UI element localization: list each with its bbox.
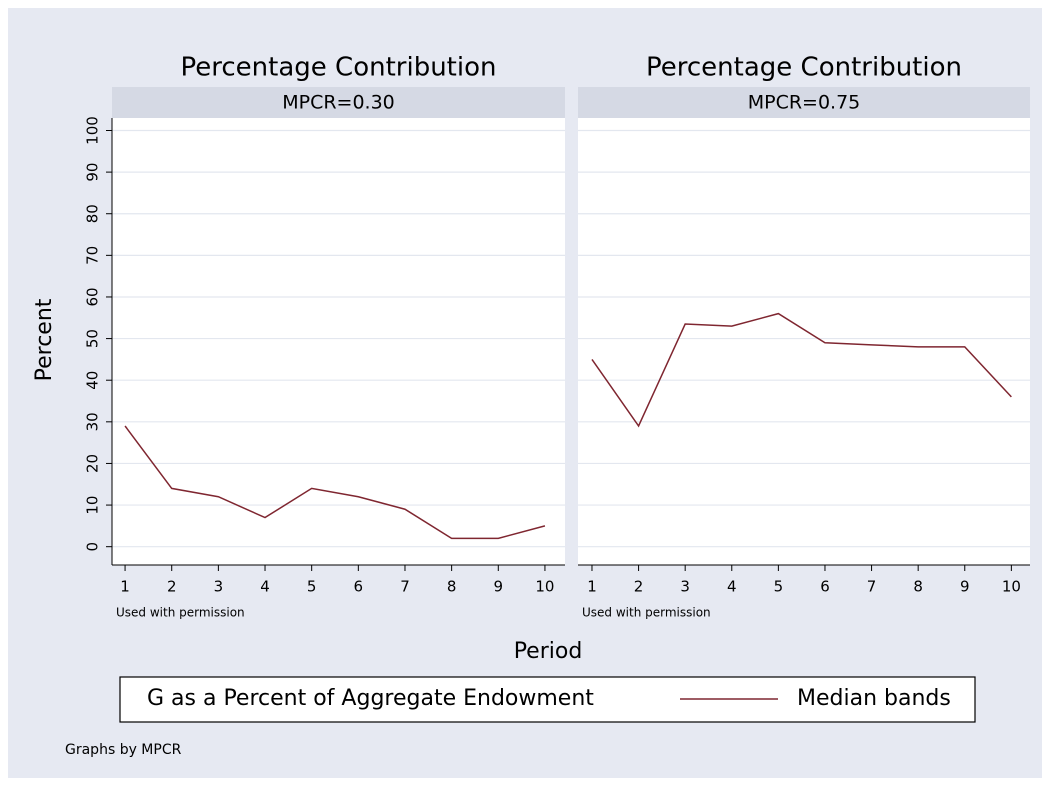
y-tick-label: 60 — [84, 287, 102, 306]
footnote: Graphs by MPCR — [65, 742, 182, 758]
y-tick-label: 0 — [84, 542, 102, 552]
y-tick-label: 90 — [84, 163, 102, 182]
y-tick-label: 40 — [84, 371, 102, 390]
panel-title: Percentage Contribution — [181, 53, 497, 83]
line-series — [124, 425, 546, 540]
panel-subtitle: MPCR=0.30 — [282, 92, 395, 114]
panel-header — [578, 87, 1030, 118]
y-axis-label: Percent — [32, 298, 57, 381]
y-tick-label: 20 — [84, 454, 102, 473]
x-tick-label: 8 — [447, 578, 457, 596]
y-tick-label: 80 — [84, 204, 102, 223]
x-tick-label: 9 — [494, 578, 504, 596]
y-tick-label: 30 — [84, 412, 102, 431]
legend-label: Median bands — [797, 686, 951, 711]
y-tick-label: 100 — [84, 116, 102, 145]
panel-note: Used with permission — [116, 606, 245, 620]
y-tick-label: 50 — [84, 329, 102, 348]
x-tick-label: 1 — [120, 578, 130, 596]
legend-title: G as a Percent of Aggregate Endowment — [147, 686, 594, 711]
legend-box — [119, 676, 976, 723]
x-tick-label: 10 — [1002, 578, 1021, 596]
x-tick-label: 8 — [913, 578, 923, 596]
x-tick-label: 7 — [400, 578, 410, 596]
x-tick-label: 5 — [774, 578, 784, 596]
x-tick-label: 7 — [867, 578, 877, 596]
x-tick-label: 2 — [634, 578, 644, 596]
x-tick-label: 4 — [260, 578, 270, 596]
line-series — [591, 312, 1012, 428]
x-tick-label: 5 — [307, 578, 317, 596]
x-tick-label: 2 — [167, 578, 177, 596]
x-tick-label: 3 — [680, 578, 690, 596]
panel-subtitle: MPCR=0.75 — [748, 92, 861, 114]
panel-title: Percentage Contribution — [646, 53, 962, 83]
x-tick-label: 10 — [535, 578, 554, 596]
plot-area — [578, 118, 1030, 565]
x-tick-label: 9 — [960, 578, 970, 596]
x-tick-label: 1 — [587, 578, 597, 596]
y-tick-label: 70 — [84, 246, 102, 265]
x-axis-label: Period — [514, 639, 583, 664]
x-tick-label: 3 — [214, 578, 224, 596]
panel-header — [112, 87, 565, 118]
x-tick-label: 4 — [727, 578, 737, 596]
x-tick-label: 6 — [820, 578, 830, 596]
y-tick-label: 10 — [84, 496, 102, 515]
plot-area — [112, 118, 565, 565]
panel-note: Used with permission — [582, 606, 711, 620]
x-tick-label: 6 — [354, 578, 364, 596]
